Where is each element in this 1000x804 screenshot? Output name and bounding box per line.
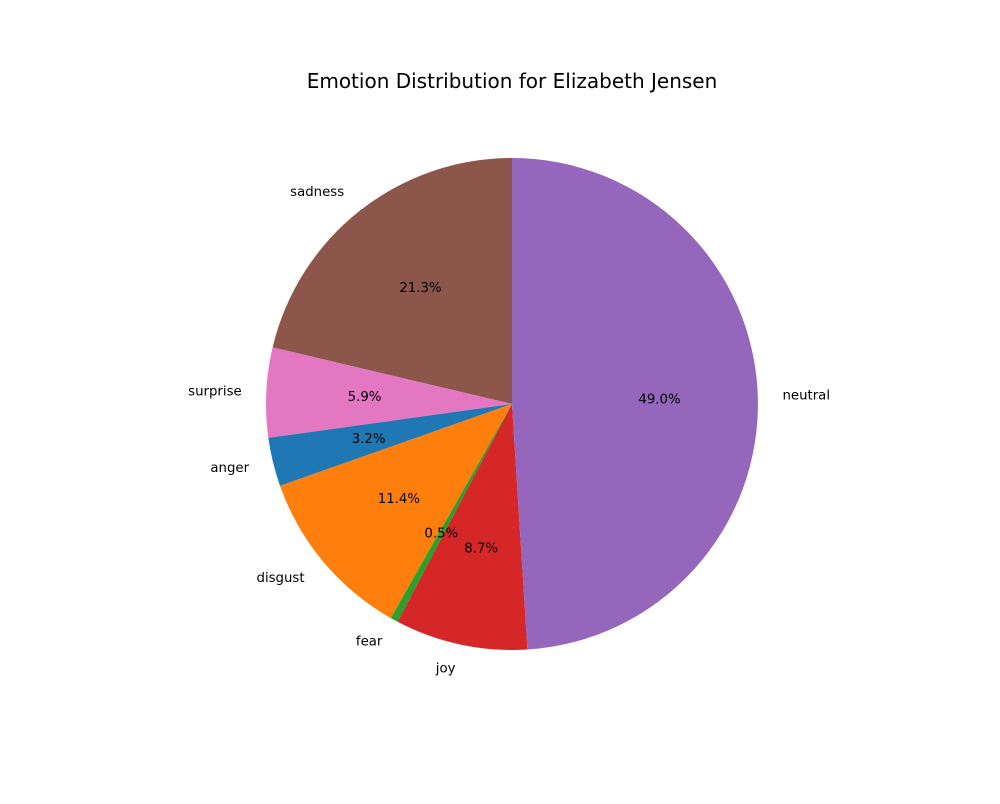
pie-slice-neutral [512, 158, 758, 650]
slice-percent-anger: 3.2% [352, 432, 386, 447]
slice-percent-surprise: 5.9% [348, 390, 382, 405]
pie-slice-anger [268, 404, 512, 486]
slices-group [266, 158, 758, 650]
slice-percent-neutral: 49.0% [638, 392, 680, 407]
slice-label-joy: joy [435, 662, 456, 677]
pie-slice-surprise [266, 347, 512, 438]
pie-slice-fear [390, 404, 512, 622]
pie-slice-joy [397, 404, 528, 650]
slice-label-disgust: disgust [257, 571, 305, 586]
slice-label-neutral: neutral [782, 389, 830, 404]
pie-slice-sadness [272, 158, 512, 404]
slice-percent-joy: 8.7% [464, 541, 498, 556]
pie-slice-disgust [280, 404, 512, 619]
slice-label-sadness: sadness [290, 185, 344, 200]
chart-title: Emotion Distribution for Elizabeth Jense… [307, 69, 718, 93]
slice-percent-disgust: 11.4% [378, 492, 420, 507]
slice-label-surprise: surprise [188, 384, 242, 399]
labels-group: sadness 21.3% surprise 5.9% anger 3.2% disgust… [188, 185, 830, 677]
slice-label-fear: fear [356, 635, 383, 650]
slice-percent-sadness: 21.3% [399, 281, 441, 296]
slice-percent-fear: 0.5% [424, 527, 458, 542]
slice-label-anger: anger [210, 461, 249, 476]
